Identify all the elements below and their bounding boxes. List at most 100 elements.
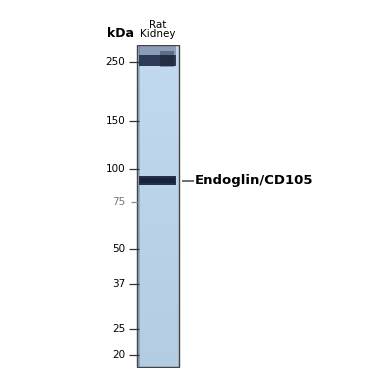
- Bar: [136, 163, 178, 164]
- Bar: [136, 344, 178, 345]
- Bar: [136, 313, 140, 314]
- Bar: [136, 229, 178, 230]
- Bar: [136, 118, 140, 119]
- Bar: [136, 364, 140, 366]
- Bar: [136, 187, 178, 189]
- Bar: [136, 179, 140, 180]
- Bar: [136, 195, 140, 196]
- Bar: [136, 295, 140, 297]
- Bar: [136, 216, 140, 217]
- Bar: [136, 359, 178, 361]
- Bar: [136, 217, 178, 219]
- Bar: [136, 264, 178, 266]
- Bar: [136, 177, 178, 179]
- Bar: [136, 262, 140, 264]
- Bar: [136, 148, 178, 150]
- Bar: [136, 156, 178, 158]
- Bar: [140, 178, 175, 183]
- Bar: [136, 176, 140, 177]
- Bar: [136, 84, 178, 85]
- Bar: [136, 126, 140, 127]
- Bar: [136, 355, 140, 356]
- Bar: [136, 318, 178, 319]
- Bar: [136, 324, 178, 326]
- Bar: [136, 100, 140, 101]
- Bar: [136, 330, 140, 332]
- Bar: [136, 55, 140, 56]
- Bar: [136, 358, 140, 359]
- Bar: [136, 108, 140, 109]
- Bar: [136, 214, 140, 216]
- Bar: [136, 350, 140, 351]
- Bar: [136, 81, 140, 82]
- Bar: [136, 185, 178, 187]
- Bar: [136, 177, 140, 179]
- Bar: [136, 321, 140, 322]
- Bar: [136, 213, 178, 214]
- Bar: [136, 189, 178, 190]
- Bar: [136, 203, 178, 205]
- Bar: [136, 282, 178, 284]
- Bar: [136, 113, 140, 114]
- Bar: [136, 50, 140, 51]
- Bar: [136, 318, 140, 319]
- Bar: [136, 284, 178, 285]
- Bar: [136, 292, 140, 293]
- Bar: [136, 198, 140, 200]
- Bar: [136, 311, 178, 313]
- Bar: [136, 217, 140, 219]
- Bar: [136, 227, 178, 229]
- Bar: [136, 66, 140, 68]
- Bar: [136, 205, 178, 206]
- Bar: [136, 303, 140, 304]
- Bar: [136, 135, 178, 137]
- Bar: [136, 142, 140, 143]
- Bar: [136, 103, 140, 105]
- Bar: [136, 277, 178, 279]
- Bar: [136, 161, 178, 163]
- Bar: [136, 77, 140, 79]
- Bar: [136, 105, 140, 106]
- Bar: [136, 127, 140, 129]
- Bar: [136, 274, 178, 276]
- Bar: [136, 93, 140, 95]
- Bar: [136, 95, 178, 97]
- Bar: [136, 285, 178, 287]
- Bar: [136, 185, 140, 187]
- Bar: [136, 174, 140, 176]
- Bar: [136, 174, 178, 176]
- Bar: [136, 339, 178, 340]
- Bar: [136, 56, 178, 58]
- Bar: [136, 293, 178, 295]
- Bar: [136, 63, 178, 64]
- Bar: [136, 353, 178, 355]
- Bar: [136, 114, 178, 116]
- Bar: [136, 300, 140, 302]
- Bar: [136, 168, 178, 169]
- Text: 20: 20: [112, 350, 125, 360]
- Bar: [136, 230, 178, 232]
- Bar: [136, 142, 178, 143]
- Bar: [136, 293, 140, 295]
- Bar: [136, 88, 178, 90]
- Bar: [136, 235, 140, 237]
- Bar: [136, 82, 178, 84]
- Bar: [136, 184, 178, 185]
- Bar: [136, 145, 140, 147]
- Bar: [136, 106, 178, 108]
- Bar: [136, 292, 178, 293]
- Bar: [136, 97, 140, 98]
- Bar: [136, 164, 140, 166]
- Bar: [136, 344, 140, 345]
- Bar: [136, 69, 178, 71]
- Bar: [136, 192, 140, 194]
- Bar: [136, 60, 178, 61]
- Bar: [136, 238, 178, 240]
- Bar: [136, 285, 140, 287]
- Bar: [136, 145, 178, 147]
- Bar: [136, 154, 178, 156]
- Bar: [136, 219, 140, 221]
- Bar: [136, 208, 140, 210]
- Bar: [136, 250, 140, 251]
- Bar: [136, 295, 178, 297]
